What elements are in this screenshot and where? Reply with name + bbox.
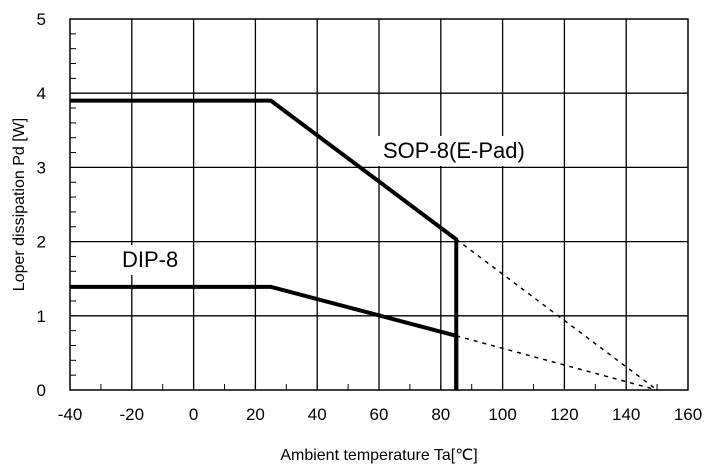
x-tick-label: -40: [58, 405, 83, 424]
x-tick-labels: -40 -20 0 20 40 60 80 100 120 140 160: [58, 405, 702, 424]
x-tick-label: 160: [674, 405, 702, 424]
series-labels: SOP-8(E-Pad) DIP-8: [116, 136, 536, 275]
x-tick-label: 100: [488, 405, 516, 424]
series-extrapolation-1: [456, 335, 658, 391]
y-tick-label: 3: [37, 158, 46, 177]
y-tick-label: 2: [37, 233, 46, 252]
y-tick-label: 4: [37, 84, 46, 103]
x-tick-label: 140: [612, 405, 640, 424]
y-tick-labels: 0 1 2 3 4 5: [37, 10, 46, 400]
series-label-bg: [377, 136, 536, 166]
series-extrapolation-0: [455, 238, 658, 391]
plot-frame: [69, 18, 689, 391]
x-tick-label: 120: [550, 405, 578, 424]
x-tick-label: -20: [120, 405, 145, 424]
series-line-0: [70, 98, 459, 390]
x-tick-label: 20: [246, 405, 265, 424]
x-tick-label: 40: [308, 405, 327, 424]
y-tick-label: 0: [37, 381, 46, 400]
x-axis-title: Ambient temperature Ta[℃]: [280, 447, 477, 464]
series-line-1: [70, 284, 459, 390]
y-axis-title: Loper dissipation Pd [W]: [11, 118, 28, 291]
x-tick-label: 60: [370, 405, 389, 424]
x-tick-label: 80: [431, 405, 450, 424]
x-tick-label: 0: [189, 405, 198, 424]
y-tick-label: 5: [37, 10, 46, 29]
grid-lines: [70, 19, 688, 390]
series-label-bg: [116, 245, 189, 275]
series-layer: [70, 98, 658, 391]
series-label: DIP-8: [122, 247, 178, 272]
series-label: SOP-8(E-Pad): [383, 138, 525, 163]
y-tick-label: 1: [37, 307, 46, 326]
